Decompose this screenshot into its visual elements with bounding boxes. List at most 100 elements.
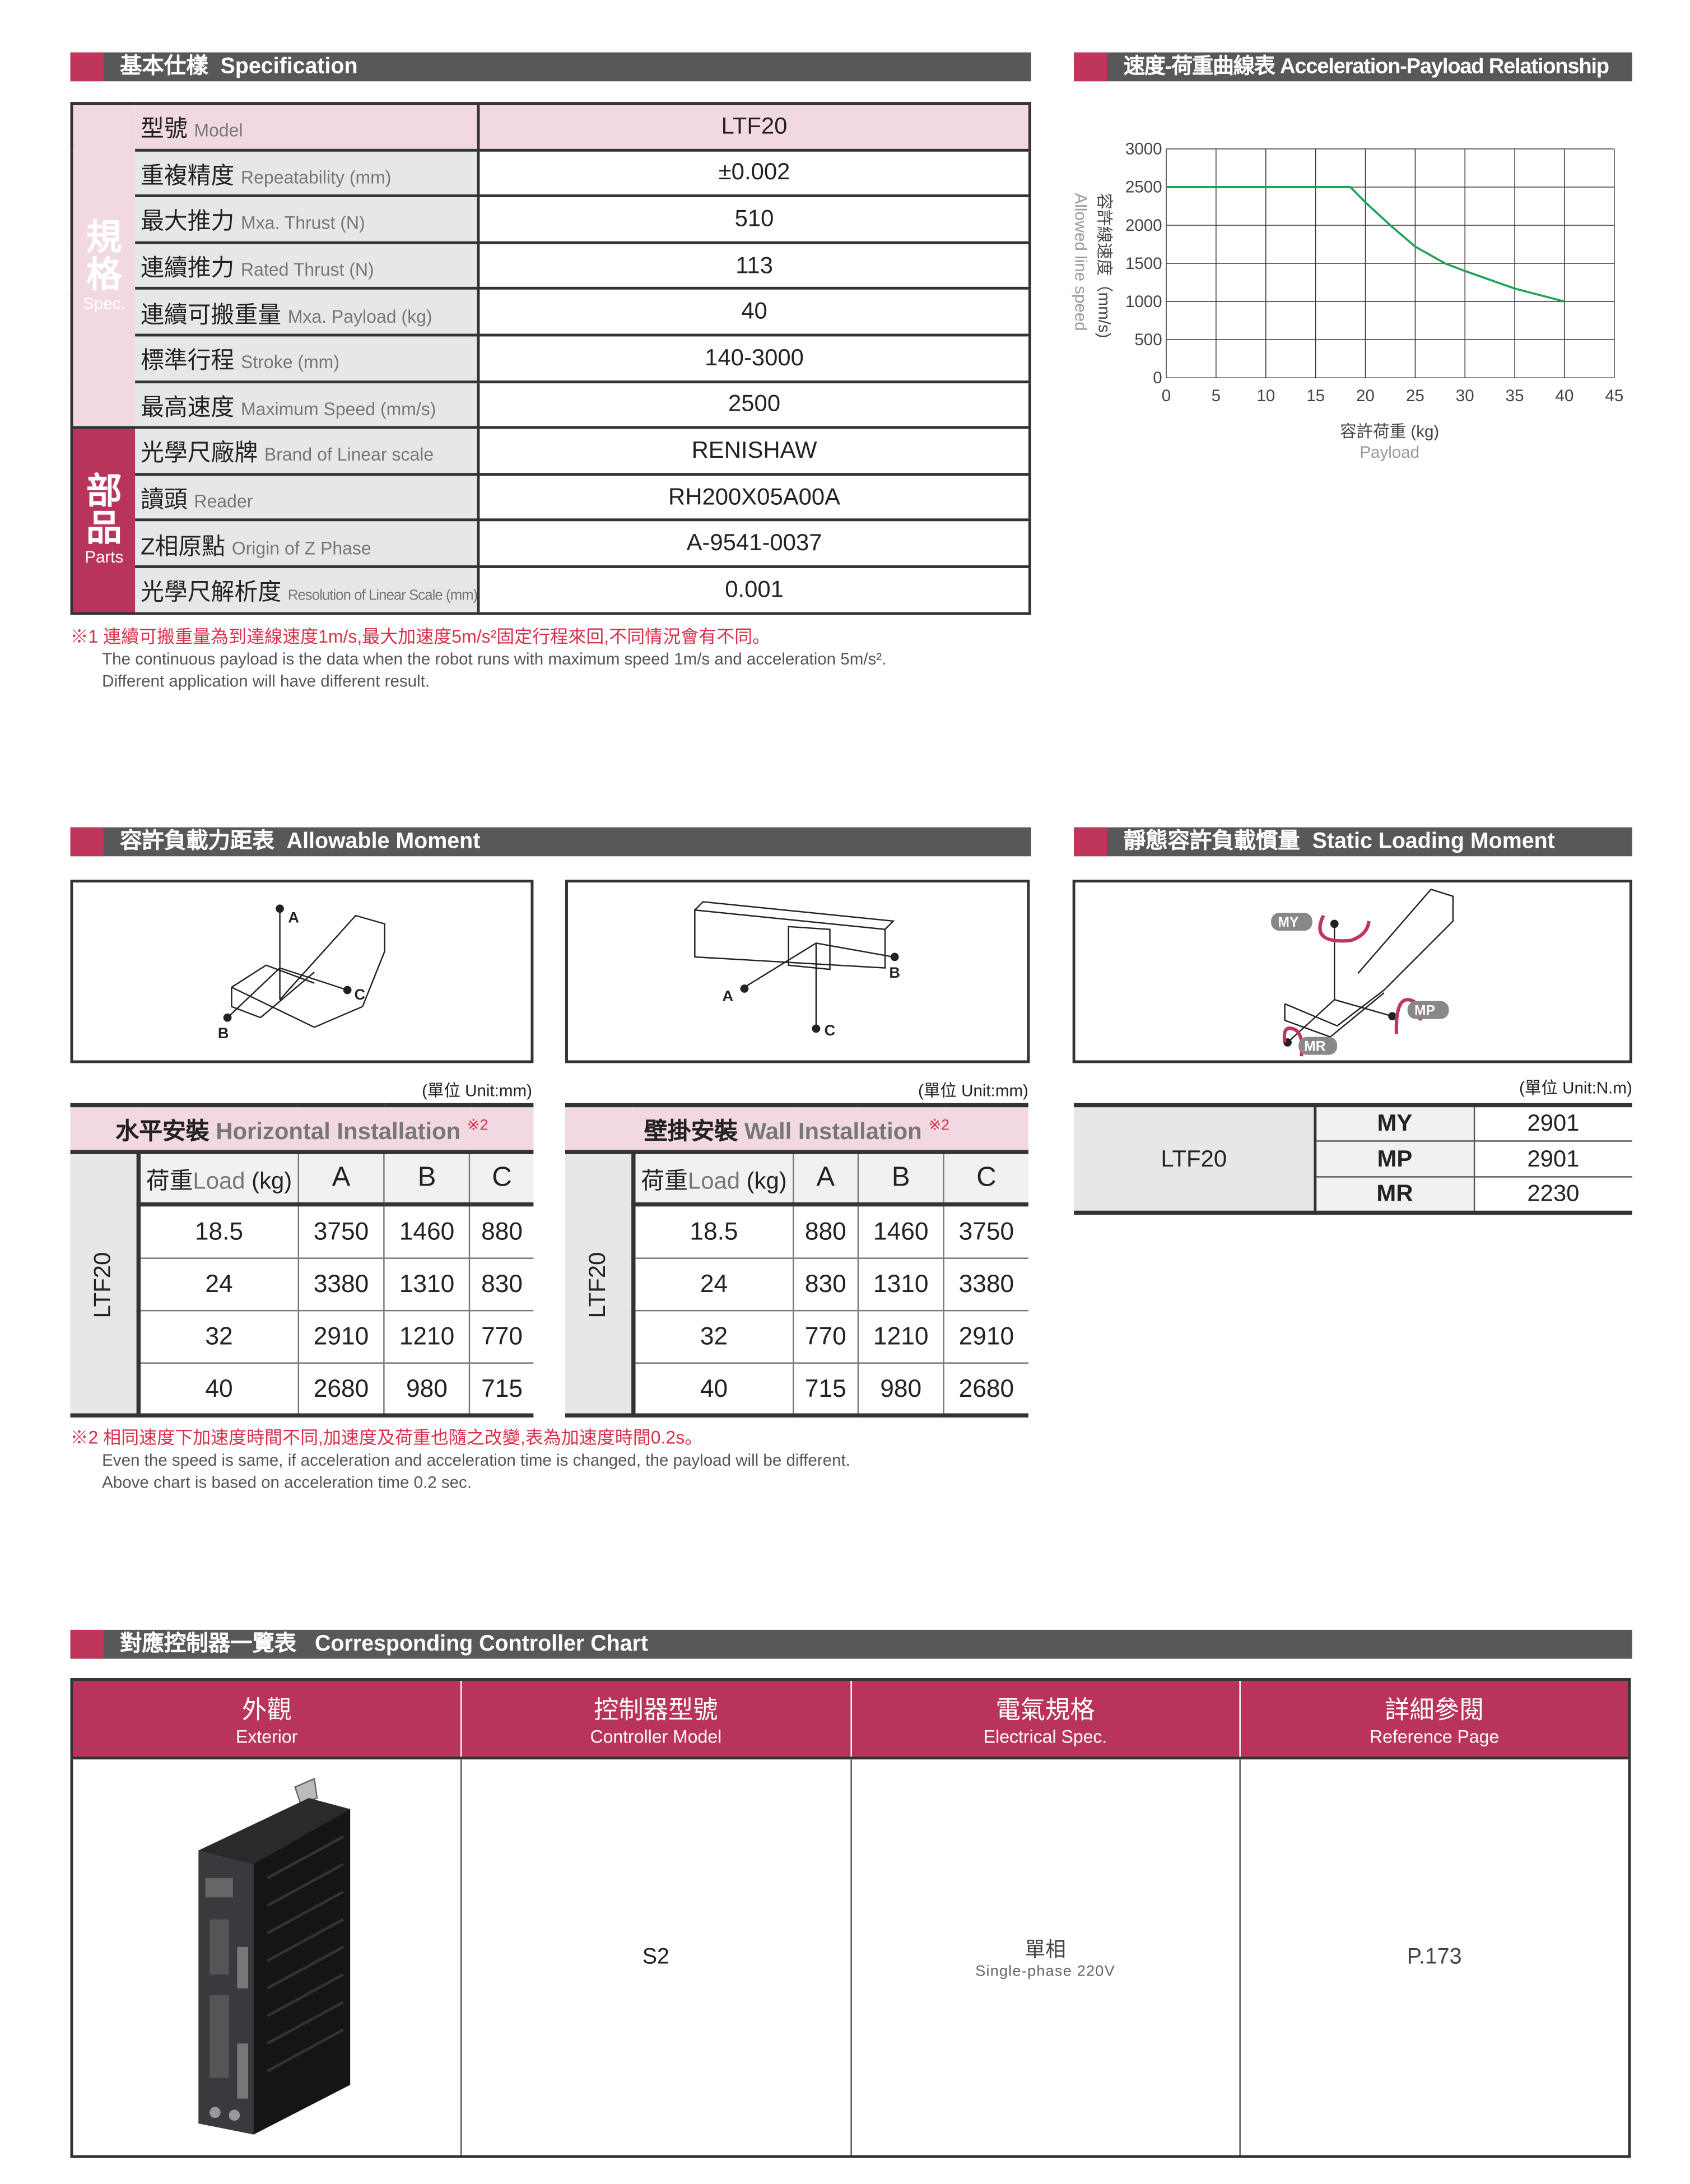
payload-speed-chart: 0 5 10 15 20 25 30 35 40 45 0 500 1000 1500 2000 2500 30… [1072,140,1624,462]
table-row: 40 715 980 2680 [565,1363,1028,1417]
spec-section-header: 基本仕樣 Specification [70,52,1031,82]
spec-value: 2500 [478,381,1030,429]
x-tick-label: 5 [1212,387,1221,405]
spec-value: 40 [478,289,1030,337]
spec-label: 最高速度 Maximum Speed (mm/s) [135,381,481,429]
controller-device-icon [198,1777,350,2135]
spec-value: ±0.002 [478,150,1030,198]
model-cell: LTF20 [70,1152,141,1419]
table-row: 32 770 1210 2910 [565,1310,1028,1364]
footnote-mark: ※2 [928,1117,950,1134]
x-axis-label-en: Payload [1360,443,1419,462]
title-zh: 水平安裝 [115,1118,209,1145]
label-zh: 型號 [141,116,188,143]
moment-cell: 1310 [383,1257,470,1312]
spec-row: 光學尺解析度 Resolution of Linear Scale (mm) 0.… [72,566,1030,615]
spec-label: 型號 Model [135,103,481,151]
label-en: Rated Thrust (N) [241,259,374,280]
electrical-spec: 單相 Single-phase 220V [850,1758,1240,2157]
spec-row: 重複精度 Repeatability (mm) ±0.002 [72,150,1030,198]
moment-cell: 3380 [943,1257,1028,1312]
moment-cell: 980 [383,1363,470,1417]
moment-cell: 770 [469,1310,534,1364]
static-moment-diagram: MY MP MR [1072,880,1632,1063]
title-en: Wall Installation [744,1118,922,1145]
footnote-mark: ※2 [467,1117,488,1134]
spec-value: LTF20 [478,103,1030,151]
group-zh: 部 [86,471,122,512]
axis-a-label: A [288,908,299,926]
y-tick-label: 2500 [1125,178,1162,197]
label-zh: 重複精度 [141,162,235,189]
load-cell: 24 [633,1257,793,1312]
label-en: Repeatability (mm) [241,166,392,188]
controller-image [72,1758,461,2157]
label-zh: 連續推力 [141,255,235,282]
group-zh: 格 [86,253,122,295]
moment-cell: 1210 [857,1310,944,1364]
spec-value: A-9541-0037 [478,520,1030,568]
spec-value: RH200X05A00A [478,473,1030,522]
load-cell: 40 [138,1363,299,1417]
reference-page-link[interactable]: P.173 [1239,1758,1630,2157]
spec-row: 標準行程 Stroke (mm) 140-3000 [72,334,1030,383]
spec-group-label: 規格 Spec. [71,103,136,429]
column-header: A [297,1152,384,1207]
x-tick-label: 0 [1162,387,1171,405]
spec-label: Z相原點 Origin of Z Phase [135,520,481,568]
unit-label: (單位 Unit:mm) [918,1081,1028,1100]
table-title: 水平安裝 Horizontal Installation ※2 [70,1105,534,1154]
moment-cell: 715 [469,1363,534,1417]
model-label: LTF20 [584,1252,611,1318]
label-zh: 連續可搬重量 [141,301,282,328]
x-tick-label: 15 [1306,387,1325,405]
label-en: Mxa. Thrust (N) [241,213,365,234]
axis-b-label: B [218,1024,229,1042]
header-en: Controller Model [590,1726,722,1748]
label-zh: Z相原點 [141,533,226,560]
table-title: 壁掛安裝 Wall Installation ※2 [565,1105,1028,1154]
moment-value: 2230 [1527,1180,1580,1207]
column-header: C [469,1152,534,1207]
spec-label: 重複精度 Repeatability (mm) [135,150,481,198]
header-en: Load [687,1168,741,1195]
load-cell: 32 [633,1310,793,1364]
header-en: Reference Page [1370,1726,1500,1748]
label-en: Model [194,120,243,141]
spec-label: 讀頭 Reader [135,473,481,522]
title-zh: 速度-荷重曲線表 [1123,55,1275,79]
label-en: Brand of Linear scale [264,444,434,466]
load-cell: 18.5 [138,1205,299,1258]
table-row: 18.5 880 1460 3750 [565,1205,1028,1258]
group-en: Parts [85,547,124,568]
spec-row: Z相原點 Origin of Z Phase A-9541-0037 [72,520,1030,568]
spec-row: 最大推力 Mxa. Thrust (N) 510 [72,196,1030,244]
moment-section-header: 容許負載力距表 Allowable Moment [70,827,1031,857]
x-tick-label: 10 [1256,387,1275,405]
col-exterior: 外觀 Exterior [71,1679,462,1760]
moment-cell: 715 [792,1363,858,1417]
label-zh: 光學尺廠牌 [141,440,258,467]
column-header: B [383,1152,470,1207]
model-cell: LTF20 [565,1152,636,1419]
header-en: Load [193,1168,245,1195]
wall-installation-table: 壁掛安裝 Wall Installation ※2 LTF20 荷重Load (kg… [565,1103,1028,1419]
load-header: 荷重Load (kg) [138,1152,299,1207]
y-tick-label: 3000 [1125,140,1162,159]
y-tick-label: 0 [1153,369,1162,387]
moment-cell: 3750 [297,1205,384,1258]
header-zh: 荷重 [641,1168,688,1195]
group-en: Spec. [83,293,125,313]
moment-name: MY [1315,1105,1475,1142]
title-zh: 容許負載力距表 [120,830,274,854]
title-en: Static Loading Moment [1312,830,1555,854]
spec-row: 最高速度 Maximum Speed (mm/s) 2500 [72,381,1030,429]
table-row: 24 830 1310 3380 [565,1257,1028,1312]
spec-en: Single-phase 220V [975,1963,1115,1980]
moment-cell: 3750 [943,1205,1028,1258]
column-header: A [792,1152,858,1207]
axis-b-label: B [889,964,900,981]
axis-a-label: A [723,987,734,1005]
y-axis-label: 容許線速度（mm/s) [1095,193,1113,338]
load-cell: 40 [633,1363,793,1417]
